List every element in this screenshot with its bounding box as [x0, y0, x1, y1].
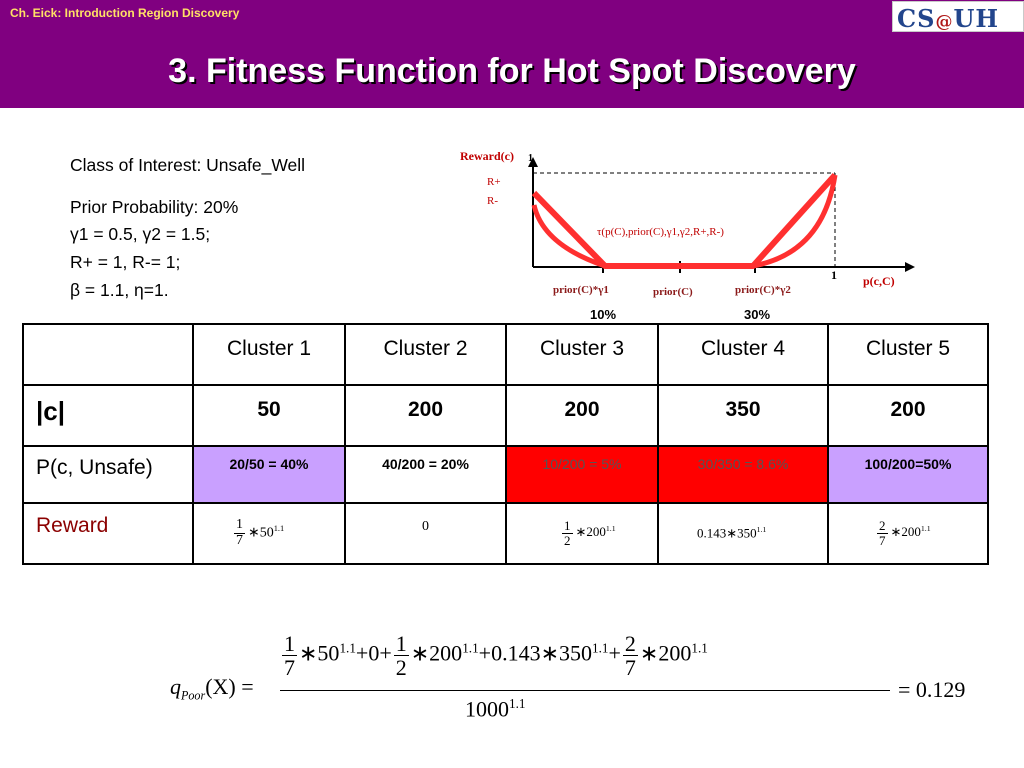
- reward-cluster-5: 2 7 ∗2001.1: [827, 502, 989, 565]
- pct-left-label: 10%: [590, 307, 617, 322]
- reward-cluster-3: 1 2 ∗2001.1: [505, 502, 659, 565]
- x-axis-arrow-icon: [905, 262, 915, 272]
- r-plus-label: R+: [487, 176, 501, 188]
- prob-cluster-5: 100/200=50%: [827, 445, 989, 504]
- size-cluster-1: 50: [192, 384, 346, 447]
- prob-cluster-2: 40/200 = 20%: [344, 445, 507, 504]
- formula-denominator: 10001.1: [465, 696, 526, 722]
- reward-curve-exponential: [531, 174, 838, 269]
- size-cluster-3: 200: [505, 384, 659, 447]
- tick-label-prior-gamma2: prior(C)*γ2: [735, 284, 791, 296]
- row-label-size: |c|: [22, 384, 194, 447]
- prob-cluster-3: 10/200 = 5%: [505, 445, 659, 504]
- col-header-cluster-3: Cluster 3: [505, 323, 659, 386]
- table-corner-cell: [22, 323, 194, 386]
- col-header-cluster-2: Cluster 2: [344, 323, 507, 386]
- reward-cluster-1: 1 7 ∗501.1: [192, 502, 346, 565]
- course-title: Ch. Eick: Introduction Region Discovery: [10, 6, 240, 20]
- prob-cluster-1: 20/50 = 40%: [192, 445, 346, 504]
- beta-eta-values: β = 1.1, η=1.: [70, 280, 169, 300]
- tick-label-prior: prior(C): [653, 286, 693, 298]
- gamma-values: γ1 = 0.5, γ2 = 1.5;: [70, 224, 211, 244]
- table-row: |c| 50 200 200 350 200: [22, 384, 989, 447]
- x-axis-one-label: 1: [831, 268, 837, 282]
- row-label-reward: Reward: [22, 502, 194, 565]
- prob-cluster-4: 30/350 = 8.6%: [657, 445, 829, 504]
- slide-header: Ch. Eick: Introduction Region Discovery …: [0, 0, 1024, 108]
- reward-cluster-4: 0.143∗3501.1: [657, 502, 829, 565]
- reward-cluster-2: 0: [344, 502, 507, 565]
- formula-numerator: 1 7 ∗501.1+0+ 1 2 ∗2001.1+0.143∗3501.1+ 2 7 ∗200…: [282, 631, 708, 681]
- formula-result: = 0.129: [898, 677, 966, 702]
- cluster-table: Cluster 1 Cluster 2 Cluster 3 Cluster 4 …: [22, 323, 989, 565]
- prior-probability: Prior Probability: 20%: [70, 197, 239, 217]
- table-row: Reward 1 7 ∗501.1 0 1 2 ∗2001.1 0.143∗3501.1…: [22, 502, 989, 565]
- table-row: P(c, Unsafe) 20/50 = 40% 40/200 = 20% 10…: [22, 445, 989, 504]
- function-label: τ(p(C),prior(C),γ1,γ2,R+,R-): [597, 226, 724, 238]
- y-axis-label: Reward(c): [460, 149, 514, 163]
- tick-label-prior-gamma1: prior(C)*γ1: [553, 284, 609, 296]
- y-axis-one-label: 1: [528, 153, 533, 164]
- cs-uh-logo: CS@UH: [892, 1, 1024, 33]
- formula-lhs: qPoor(X) =: [170, 674, 254, 703]
- table-header-row: Cluster 1 Cluster 2 Cluster 3 Cluster 4 …: [22, 323, 989, 386]
- col-header-cluster-4: Cluster 4: [657, 323, 829, 386]
- size-cluster-4: 350: [657, 384, 829, 447]
- slide-title: 3. Fitness Function for Hot Spot Discove…: [168, 52, 856, 90]
- row-label-probability: P(c, Unsafe): [22, 445, 194, 504]
- x-axis-label: p(c,C): [863, 274, 895, 288]
- size-cluster-5: 200: [827, 384, 989, 447]
- col-header-cluster-5: Cluster 5: [827, 323, 989, 386]
- r-minus-label: R-: [487, 195, 498, 207]
- col-header-cluster-1: Cluster 1: [192, 323, 346, 386]
- formula-fraction-bar: [280, 690, 890, 691]
- y-axis-arrow-icon: [528, 157, 538, 167]
- pct-right-label: 30%: [744, 307, 771, 322]
- size-cluster-2: 200: [344, 384, 507, 447]
- class-of-interest: Class of Interest: Unsafe_Well: [70, 155, 306, 175]
- reward-function-plot: Reward(c) 1 R+ R- τ(p(C),prior(C),γ1,γ2,…: [460, 149, 915, 298]
- reward-values: R+ = 1, R-= 1;: [70, 252, 181, 272]
